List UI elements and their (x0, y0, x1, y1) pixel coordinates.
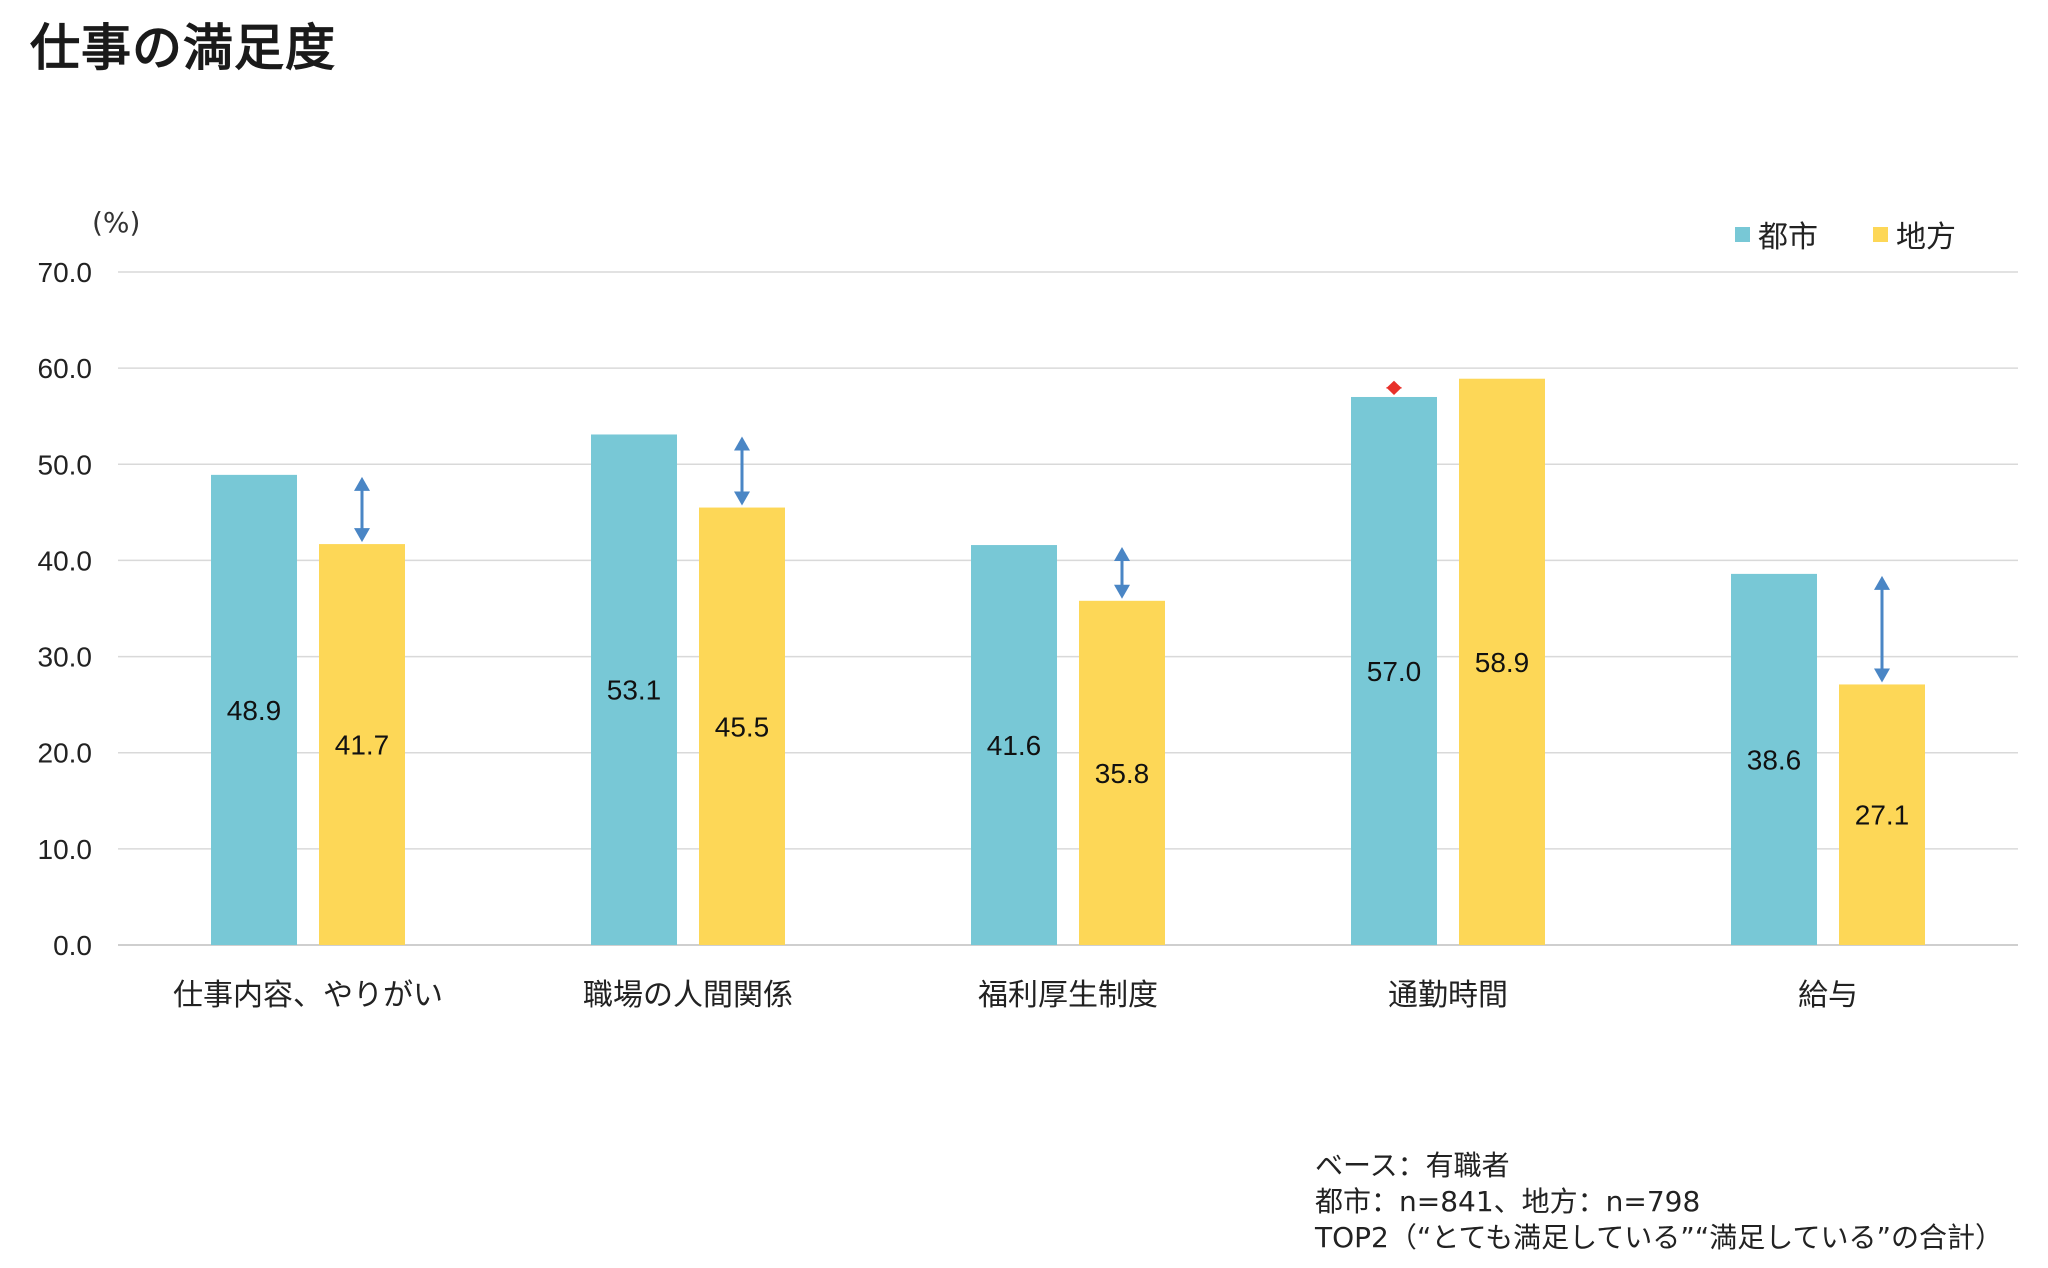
diff-arrow-head-up (1114, 547, 1130, 562)
data-label-local: 41.7 (335, 730, 390, 761)
diff-arrow-head-down (1874, 668, 1890, 683)
bar-urban (591, 434, 677, 945)
legend-label-urban: 都市 (1758, 220, 1818, 255)
data-label-local: 35.8 (1095, 758, 1150, 789)
diff-arrow-head-down (734, 491, 750, 506)
data-label-urban: 53.1 (607, 675, 662, 706)
legend-item-urban: 都市 (1735, 212, 1818, 256)
y-tick-label: 10.0 (38, 834, 93, 865)
note-base: ベース：有職者 (1315, 1149, 1510, 1182)
x-category-label: 職場の人間関係 (583, 978, 793, 1013)
bar-local (319, 544, 405, 945)
x-category-label: 福利厚生制度 (978, 978, 1158, 1013)
legend-label-local: 地方 (1896, 220, 1956, 255)
bar-urban (971, 545, 1057, 945)
legend-item-local: 地方 (1873, 212, 1956, 256)
chart-title: 仕事の満足度 (30, 19, 336, 77)
bar-urban (1351, 396, 1437, 945)
note-definition: TOP2（“とても満足している”“満足している”の合計） (1315, 1221, 2003, 1254)
data-label-urban: 57.0 (1367, 656, 1422, 687)
bar-urban (211, 474, 297, 945)
diff-arrow-head-down (1114, 584, 1130, 599)
bar-local (1459, 378, 1545, 945)
y-axis-unit: (%) (92, 206, 141, 239)
data-label-urban: 48.9 (227, 695, 282, 726)
y-tick-label: 30.0 (38, 642, 93, 673)
x-category-label: 仕事内容、やりがい (173, 978, 443, 1013)
data-label-local: 58.9 (1475, 647, 1530, 678)
legend-swatch-urban (1735, 226, 1750, 242)
bar-local (699, 507, 785, 945)
footnotes: ベース：有職者 都市：n=841、地方：n=798 TOP2（“とても満足してい… (1315, 1148, 2003, 1256)
legend-swatch-local (1873, 226, 1888, 242)
diff-arrow-head-down (354, 528, 370, 543)
diff-arrow-head-up (1386, 380, 1402, 389)
x-category-label: 給与 (1798, 978, 1858, 1013)
bar-local (1839, 684, 1925, 945)
data-label-local: 45.5 (715, 711, 770, 742)
y-tick-label: 0.0 (53, 930, 92, 961)
data-label-urban: 38.6 (1747, 744, 1802, 775)
x-category-label: 通勤時間 (1388, 978, 1508, 1013)
y-tick-label: 70.0 (38, 257, 93, 288)
y-tick-label: 20.0 (38, 738, 93, 769)
data-label-urban: 41.6 (987, 730, 1042, 761)
diff-arrow-head-down (1386, 387, 1402, 395)
diff-arrow-head-up (1874, 575, 1890, 590)
y-tick-label: 60.0 (38, 353, 93, 384)
y-tick-label: 50.0 (38, 449, 93, 480)
data-label-local: 27.1 (1855, 800, 1910, 831)
note-sample-size: 都市：n=841、地方：n=798 (1315, 1185, 1701, 1218)
y-tick-label: 40.0 (38, 545, 93, 576)
diff-arrow-head-up (354, 476, 370, 491)
diff-arrow-head-up (734, 436, 750, 451)
bar-local (1079, 600, 1165, 945)
bar-urban (1731, 573, 1817, 945)
